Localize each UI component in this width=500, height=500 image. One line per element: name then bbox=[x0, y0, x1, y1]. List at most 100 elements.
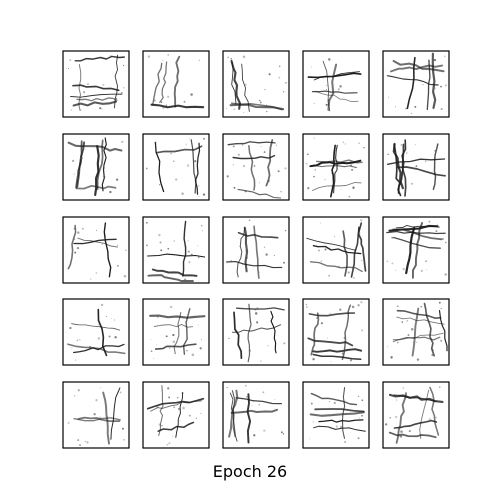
glyph-stroke bbox=[241, 63, 250, 112]
noise-speck bbox=[349, 359, 353, 362]
noise-speck bbox=[172, 333, 175, 337]
glyph-stroke bbox=[431, 52, 437, 109]
noise-speck bbox=[426, 269, 428, 271]
noise-speck bbox=[203, 137, 205, 140]
noise-speck bbox=[168, 442, 171, 445]
glyph-stroke bbox=[73, 417, 121, 422]
noise-speck bbox=[172, 340, 176, 343]
noise-speck bbox=[391, 236, 394, 239]
noise-speck bbox=[183, 100, 186, 103]
glyph-stroke bbox=[393, 419, 438, 429]
noise-speck bbox=[351, 168, 354, 171]
noise-speck bbox=[337, 88, 340, 91]
noise-speck bbox=[159, 241, 162, 244]
noise-speck bbox=[414, 144, 416, 146]
noise-speck bbox=[74, 251, 77, 254]
noise-speck bbox=[340, 425, 343, 429]
noise-speck bbox=[414, 105, 417, 108]
glyph-stroke bbox=[312, 245, 362, 255]
noise-speck bbox=[335, 425, 338, 428]
glyph-stroke bbox=[67, 224, 77, 270]
noise-speck bbox=[442, 238, 444, 240]
noise-speck bbox=[160, 249, 163, 252]
noise-speck bbox=[230, 260, 233, 262]
noise-speck bbox=[280, 190, 282, 193]
noise-speck bbox=[440, 339, 443, 342]
noise-speck bbox=[172, 435, 174, 437]
glyph-stroke bbox=[327, 63, 338, 111]
noise-speck bbox=[350, 164, 353, 167]
noise-speck bbox=[200, 412, 202, 414]
glyph-stroke bbox=[308, 164, 357, 169]
noise-speck bbox=[267, 179, 270, 183]
noise-speck bbox=[328, 274, 330, 277]
noise-speck bbox=[95, 399, 98, 402]
noise-speck bbox=[71, 159, 75, 163]
noise-speck bbox=[243, 164, 246, 168]
sample-frame bbox=[302, 381, 370, 449]
noise-speck bbox=[313, 102, 315, 105]
noise-speck bbox=[341, 347, 343, 349]
noise-speck bbox=[242, 263, 244, 265]
noise-speck bbox=[411, 182, 414, 185]
noise-speck bbox=[245, 395, 248, 398]
noise-speck bbox=[401, 321, 404, 323]
glyph-stroke bbox=[314, 90, 359, 103]
sample-background bbox=[63, 299, 129, 365]
noise-speck bbox=[97, 337, 101, 340]
noise-speck bbox=[77, 231, 80, 234]
noise-speck bbox=[95, 272, 97, 274]
noise-speck bbox=[102, 167, 105, 170]
noise-speck bbox=[167, 54, 169, 56]
noise-speck bbox=[416, 341, 418, 343]
noise-speck bbox=[408, 430, 411, 433]
noise-speck bbox=[339, 85, 342, 88]
noise-speck bbox=[361, 414, 363, 417]
noise-speck bbox=[351, 305, 355, 309]
noise-speck bbox=[305, 162, 308, 165]
glyph-stroke bbox=[70, 93, 123, 98]
noise-speck bbox=[410, 328, 414, 331]
noise-speck bbox=[99, 387, 101, 389]
glyph-stroke bbox=[230, 408, 279, 414]
noise-speck bbox=[387, 96, 390, 98]
noise-speck bbox=[98, 323, 100, 325]
noise-speck bbox=[396, 399, 398, 401]
sample-frame bbox=[142, 216, 210, 284]
noise-speck bbox=[438, 301, 441, 304]
noise-speck bbox=[86, 441, 89, 444]
noise-speck bbox=[333, 401, 336, 405]
noise-speck bbox=[445, 241, 447, 244]
noise-speck bbox=[77, 439, 80, 442]
noise-speck bbox=[320, 322, 323, 325]
noise-speck bbox=[360, 219, 363, 222]
glyph-stroke bbox=[312, 182, 362, 191]
sample-background bbox=[383, 382, 449, 448]
noise-speck bbox=[413, 341, 414, 343]
noise-speck bbox=[283, 342, 286, 345]
glyph-stroke bbox=[236, 307, 285, 311]
noise-speck bbox=[420, 305, 423, 308]
noise-speck bbox=[357, 232, 361, 235]
sample-cell bbox=[302, 298, 370, 366]
noise-speck bbox=[331, 172, 333, 174]
noise-speck bbox=[431, 354, 434, 356]
noise-speck bbox=[102, 176, 105, 178]
noise-speck bbox=[253, 434, 256, 437]
noise-speck bbox=[254, 312, 258, 315]
glyph-stroke bbox=[388, 431, 437, 439]
noise-speck bbox=[108, 335, 111, 338]
noise-speck bbox=[84, 440, 86, 442]
noise-speck bbox=[312, 358, 315, 361]
noise-speck bbox=[106, 419, 108, 422]
noise-speck bbox=[400, 430, 403, 433]
noise-speck bbox=[306, 153, 309, 156]
noise-speck bbox=[347, 271, 350, 274]
noise-speck bbox=[434, 416, 437, 419]
noise-speck bbox=[270, 317, 271, 319]
noise-speck bbox=[183, 245, 187, 248]
sample-frame bbox=[222, 133, 290, 201]
sample-frame bbox=[62, 298, 130, 366]
glyph-stroke bbox=[309, 411, 365, 417]
sample-frame bbox=[382, 298, 450, 366]
